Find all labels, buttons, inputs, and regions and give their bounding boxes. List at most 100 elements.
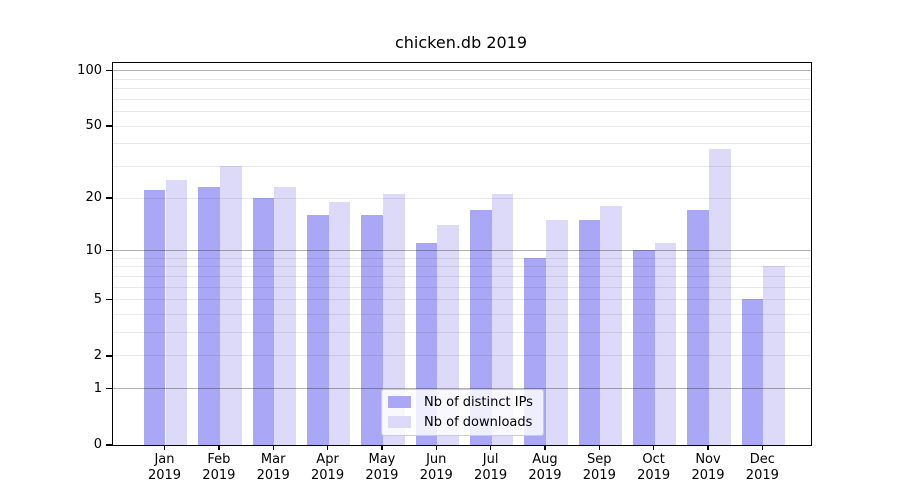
- x-tick-label-nov: Nov 2019: [678, 452, 738, 483]
- bar-distinct-ips-sep: [578, 219, 601, 445]
- legend-item-distinct-ips: Nb of distinct IPs: [388, 395, 543, 410]
- x-tick-year-may: 2019: [365, 467, 399, 483]
- plot-area: Nb of distinct IPs Nb of downloads: [112, 61, 812, 446]
- x-tick-jul: [490, 444, 492, 450]
- gridline-y-5: [113, 299, 811, 301]
- x-tick-year-jun: 2019: [419, 467, 453, 483]
- gridline-y-90: [113, 78, 811, 80]
- bar-downloads-apr: [328, 201, 351, 445]
- gridline-y-20: [113, 197, 811, 199]
- x-tick-year-sep: 2019: [582, 467, 616, 483]
- x-tick-feb: [218, 444, 220, 450]
- gridline-y-80: [113, 88, 811, 90]
- chart-title: chicken.db 2019: [394, 33, 528, 52]
- x-tick-month-jul: Jul: [482, 452, 499, 467]
- x-tick-month-mar: Mar: [260, 452, 286, 467]
- bar-downloads-jan: [165, 180, 188, 445]
- gridline-y-4: [113, 313, 811, 315]
- x-tick-month-aug: Aug: [532, 452, 558, 467]
- x-tick-month-feb: Feb: [207, 452, 231, 467]
- x-tick-aug: [544, 444, 546, 450]
- legend-label-downloads: Nb of downloads: [424, 414, 533, 430]
- x-tick-month-nov: Nov: [695, 452, 721, 467]
- y-tick-label-5: 5: [93, 291, 102, 307]
- bar-distinct-ips-mar: [252, 197, 275, 445]
- bar-distinct-ips-jan: [143, 190, 166, 445]
- x-tick-month-jan: Jan: [154, 452, 175, 467]
- x-tick-month-jun: Jun: [426, 452, 447, 467]
- bar-distinct-ips-feb: [198, 186, 220, 445]
- x-tick-year-apr: 2019: [311, 467, 345, 483]
- x-tick-label-apr: Apr 2019: [298, 452, 358, 483]
- x-tick-month-sep: Sep: [587, 452, 612, 467]
- y-tick-label-100: 100: [77, 62, 102, 78]
- gridline-y-3: [113, 332, 811, 334]
- bar-distinct-ips-oct: [632, 250, 655, 445]
- gridline-y-9: [113, 257, 811, 259]
- bar-downloads-dec: [763, 266, 786, 445]
- x-tick-label-dec: Dec 2019: [732, 452, 792, 483]
- x-tick-year-oct: 2019: [637, 467, 671, 483]
- x-tick-year-dec: 2019: [745, 467, 779, 483]
- x-tick-label-jul: Jul 2019: [461, 452, 521, 483]
- gridline-y-8: [113, 266, 811, 268]
- y-tick-2: [106, 355, 112, 357]
- x-tick-nov: [707, 444, 709, 450]
- bar-downloads-feb: [219, 165, 242, 445]
- y-tick-20: [106, 197, 112, 199]
- bar-downloads-mar: [274, 186, 296, 445]
- gridline-y-40: [113, 143, 811, 145]
- x-tick-year-jul: 2019: [474, 467, 508, 483]
- bar-downloads-may: [382, 193, 405, 445]
- legend-label-distinct-ips: Nb of distinct IPs: [424, 394, 533, 410]
- bar-distinct-ips-dec: [741, 299, 764, 445]
- x-tick-year-mar: 2019: [256, 467, 290, 483]
- y-tick-100: [106, 70, 112, 72]
- x-tick-label-jun: Jun 2019: [406, 452, 466, 483]
- bar-downloads-nov: [709, 149, 731, 445]
- x-tick-sep: [598, 444, 600, 450]
- x-tick-dec: [761, 444, 764, 450]
- x-tick-label-aug: Aug 2019: [515, 452, 575, 483]
- bar-distinct-ips-may: [361, 214, 383, 445]
- x-tick-label-feb: Feb 2019: [189, 452, 249, 483]
- gridline-y-6: [113, 286, 811, 288]
- legend-swatch-distinct-ips: [388, 396, 411, 408]
- y-tick-label-50: 50: [85, 118, 102, 134]
- gridline-y-70: [113, 98, 811, 100]
- y-tick-1: [106, 388, 112, 390]
- x-tick-label-oct: Oct 2019: [624, 452, 684, 483]
- y-tick-0: [106, 444, 112, 446]
- gridline-y-2: [113, 355, 811, 357]
- gridline-y-30: [113, 165, 811, 167]
- x-tick-label-mar: Mar 2019: [243, 452, 303, 483]
- legend: Nb of distinct IPs Nb of downloads: [381, 388, 544, 436]
- x-tick-month-dec: Dec: [749, 452, 775, 467]
- y-tick-5: [106, 299, 112, 301]
- legend-swatch-downloads: [388, 416, 411, 428]
- x-tick-jan: [163, 444, 166, 450]
- bar-downloads-aug: [545, 219, 568, 445]
- x-tick-month-may: May: [368, 452, 396, 467]
- y-tick-label-2: 2: [93, 347, 102, 363]
- y-tick-label-0: 0: [93, 437, 102, 452]
- x-tick-month-apr: Apr: [316, 452, 339, 467]
- y-tick-label-10: 10: [85, 242, 102, 258]
- bar-downloads-oct: [654, 242, 677, 445]
- x-tick-label-jan: Jan 2019: [135, 452, 195, 483]
- x-tick-year-nov: 2019: [691, 467, 725, 483]
- legend-item-downloads: Nb of downloads: [388, 415, 543, 430]
- x-tick-label-may: May 2019: [352, 452, 412, 483]
- bar-distinct-ips-apr: [306, 214, 329, 445]
- x-tick-mar: [272, 444, 274, 450]
- gridline-y-10: [113, 250, 811, 251]
- y-tick-label-1: 1: [93, 380, 102, 396]
- x-tick-may: [381, 444, 383, 450]
- x-tick-year-jan: 2019: [147, 467, 182, 483]
- gridline-y-50: [113, 125, 811, 127]
- gridline-y-60: [113, 111, 811, 113]
- y-tick-10: [106, 249, 112, 252]
- grid-layer: [113, 63, 811, 445]
- x-tick-jun: [435, 444, 437, 450]
